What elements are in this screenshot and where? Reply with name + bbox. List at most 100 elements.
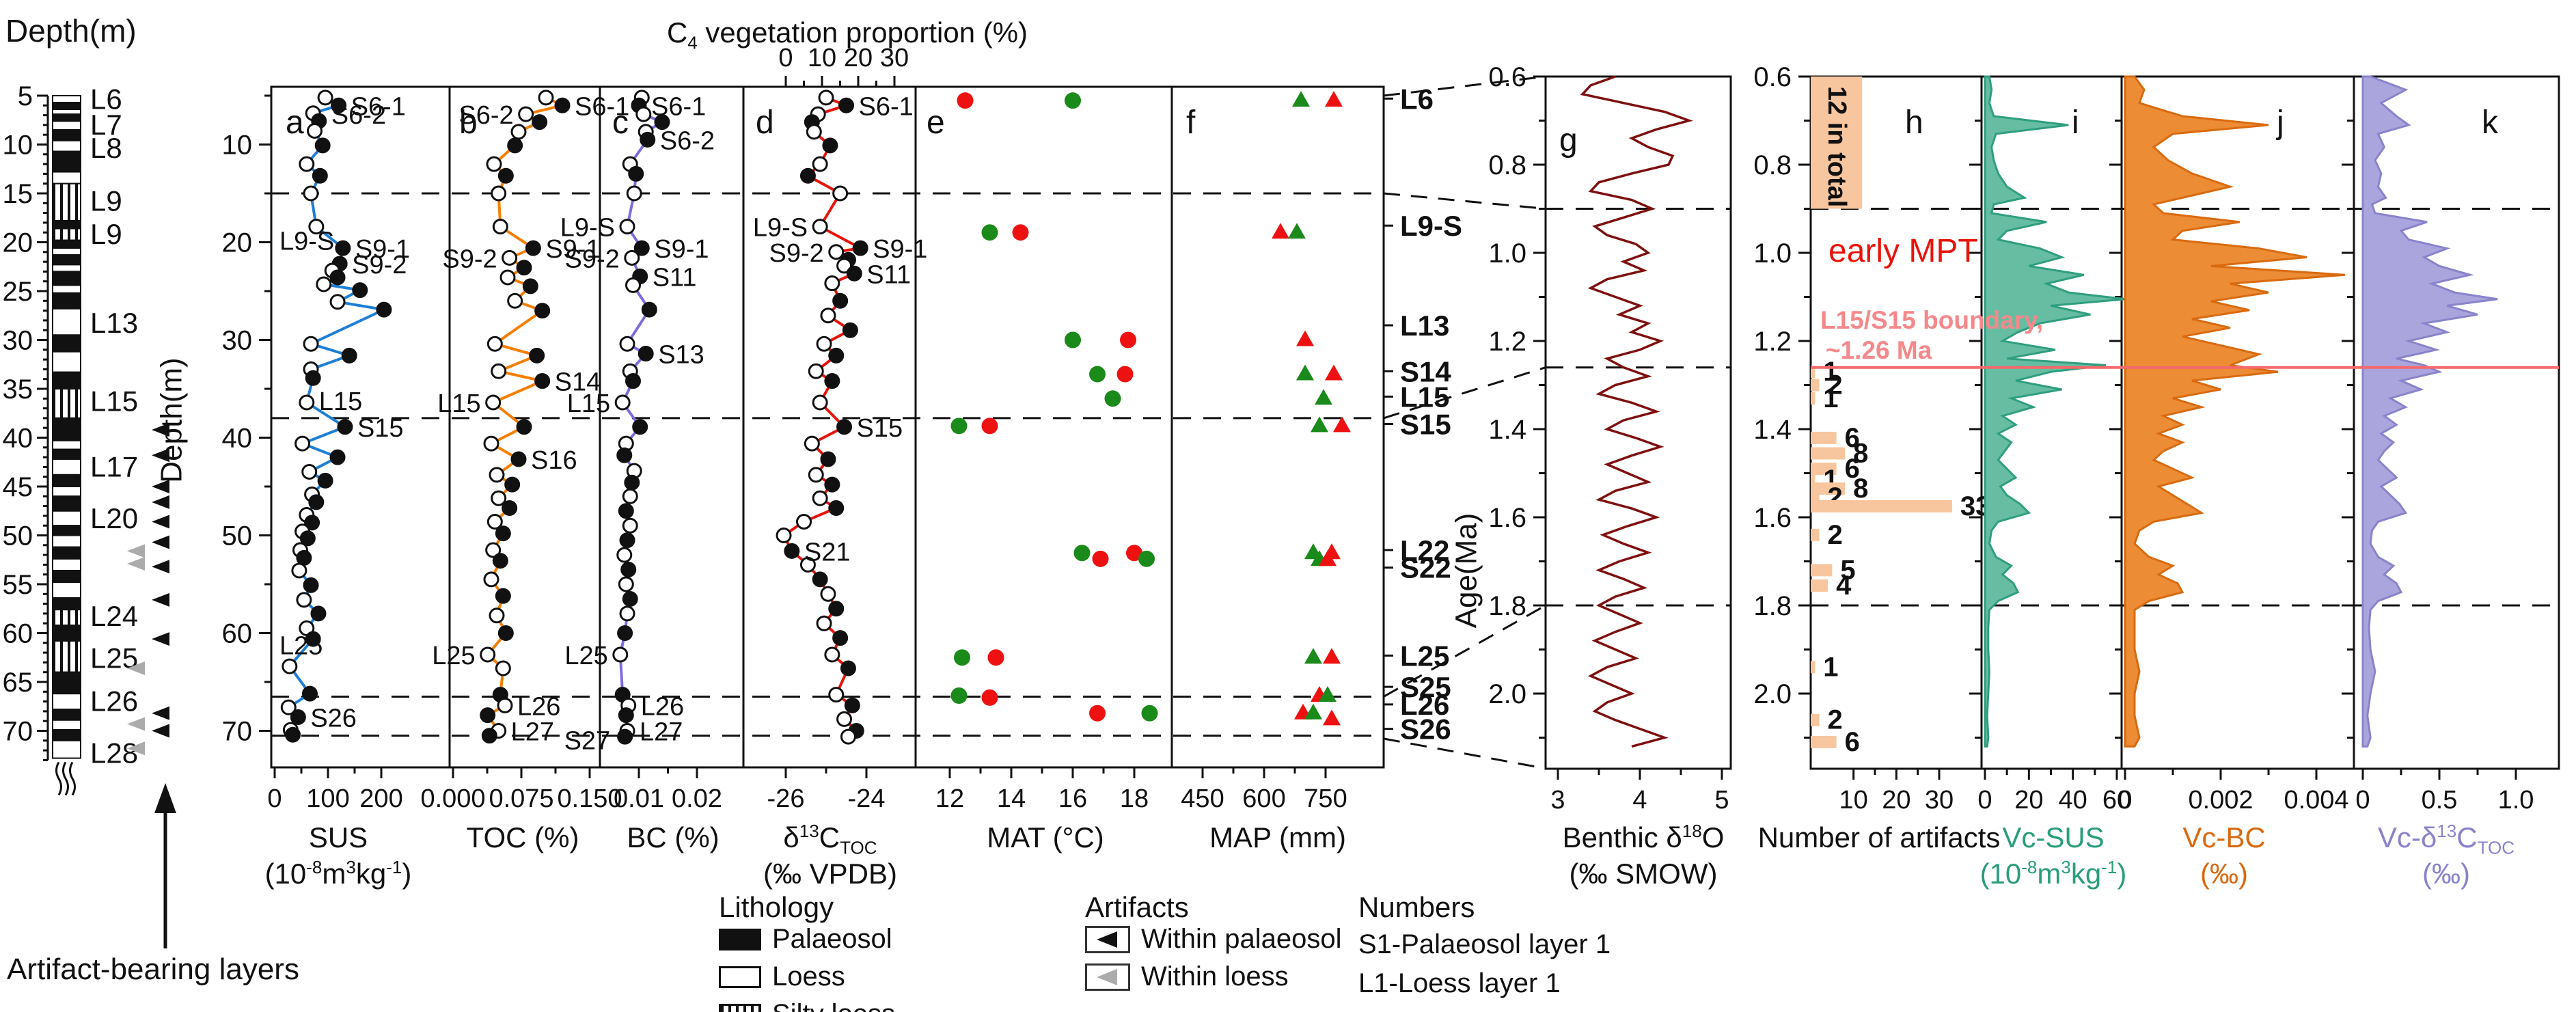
mat-point xyxy=(1012,224,1029,241)
b-marker xyxy=(495,660,511,676)
strat-layer xyxy=(52,525,81,536)
strat-layer xyxy=(52,640,81,673)
b-marker xyxy=(534,303,551,319)
c-marker xyxy=(635,106,652,122)
x-tick-label: 0.002 xyxy=(2188,786,2253,815)
b-marker xyxy=(497,697,513,713)
b-point-label: S9-1 xyxy=(545,235,600,264)
artifact-count-label: 1 xyxy=(1823,357,1838,387)
strat-layer xyxy=(52,271,81,286)
panel-letter-c: c xyxy=(612,105,629,141)
x-tick-label: 14 xyxy=(997,784,1026,813)
d-marker xyxy=(832,630,849,646)
d-marker xyxy=(840,660,856,676)
map-triangle xyxy=(1272,223,1289,239)
column-layer-label: L15 xyxy=(90,385,138,418)
strat-layer xyxy=(52,220,81,230)
strat-layer xyxy=(52,510,81,527)
column-depth-tick-label: 10 xyxy=(3,131,33,161)
d-point-label: S11 xyxy=(866,260,911,289)
c-point-label: L15 xyxy=(567,389,610,418)
legend-item-within-loess: Within loess xyxy=(1085,961,1342,992)
artifact-count-label: 8 xyxy=(1853,438,1868,468)
d-point-label: S15 xyxy=(857,414,903,443)
x-tick-label: 4 xyxy=(1632,786,1647,815)
d13c-axis-title: δ13CTOC (‰ VPDB) xyxy=(763,821,897,890)
b-point-label: S9-2 xyxy=(442,245,497,273)
total-artifacts-label: 12 in total xyxy=(1822,86,1851,208)
depth-tick-label: 50 xyxy=(222,521,253,551)
mat-point xyxy=(1120,331,1136,348)
mat-point xyxy=(950,418,968,435)
column-depth-tick-label: 15 xyxy=(3,179,33,209)
panel-letter-h: h xyxy=(1905,105,1923,141)
c-marker xyxy=(617,625,633,641)
d-marker xyxy=(840,728,856,745)
b-marker xyxy=(554,97,571,113)
d-marker xyxy=(816,615,832,631)
d-marker xyxy=(820,451,836,467)
column-layer-label: L28 xyxy=(90,737,138,769)
artifact-count-bar xyxy=(1811,735,1837,748)
a-marker xyxy=(301,685,318,702)
map-triangle xyxy=(1296,330,1314,346)
c-point-label: S13 xyxy=(658,341,704,370)
a-marker xyxy=(335,240,351,256)
strat-layer xyxy=(52,371,81,390)
x-tick-label: 12 xyxy=(935,784,964,813)
mat-point xyxy=(1138,550,1155,567)
mat-point xyxy=(981,689,998,706)
mat-axis-title: MAT (°C) xyxy=(987,821,1104,853)
b-marker xyxy=(485,394,502,411)
loess-swatch-icon xyxy=(719,966,761,988)
depth-tick-label: 70 xyxy=(222,717,253,747)
a-marker xyxy=(294,435,311,452)
age-tick-label: 1.8 xyxy=(1488,591,1526,621)
strat-layer xyxy=(52,495,81,512)
map-triangle xyxy=(1325,91,1343,107)
vc-i-area xyxy=(1984,75,2126,748)
panel-letter-f: f xyxy=(1186,105,1196,141)
mat-point xyxy=(1065,92,1081,109)
within-loess-triangle-icon xyxy=(1085,963,1130,991)
panel-letter-d: d xyxy=(756,105,774,141)
c-point-label: S27 xyxy=(564,726,611,755)
legend-lithology: Lithology Palaeosol Loess Silty loess xyxy=(719,891,895,1012)
a-marker xyxy=(299,156,315,172)
x-tick-label: 40 xyxy=(2059,786,2087,815)
x-tick-label: 0.5 xyxy=(2422,786,2458,815)
benthic-d18o-series xyxy=(1580,75,1693,748)
vc-sus-axis-title: Vc-SUS (10-8m3kg-1) xyxy=(1979,821,2127,890)
b-marker xyxy=(497,167,514,184)
correlation-connector xyxy=(1383,604,1546,698)
b-marker xyxy=(481,728,497,744)
b-marker xyxy=(487,336,503,352)
column-layer-label: L9 xyxy=(90,184,122,217)
c-marker xyxy=(633,240,650,256)
d-point-label: L9-S xyxy=(753,214,808,243)
artifact-count-label: 2 xyxy=(1828,370,1843,400)
legend-item-loess: Loess xyxy=(719,961,895,992)
map-triangle xyxy=(1319,686,1337,702)
x-tick-label: 30 xyxy=(1925,786,1954,815)
column-break-squiggle xyxy=(55,761,62,796)
within-palaeosol-triangle-icon xyxy=(1085,925,1130,953)
strat-layer xyxy=(52,439,81,450)
column-layer-label: L13 xyxy=(90,307,138,339)
d-point-label: S6-1 xyxy=(859,92,914,121)
map-triangle xyxy=(1292,91,1310,107)
artifact-triangle-palaeosol xyxy=(152,632,169,646)
depth-tick-label: 60 xyxy=(222,619,253,649)
b-marker xyxy=(525,240,541,256)
age-tick-label: 1.8 xyxy=(1753,591,1792,621)
a-marker xyxy=(376,301,392,318)
d-marker xyxy=(842,322,858,338)
d-marker xyxy=(822,137,838,154)
c-marker xyxy=(620,562,637,578)
a-point-label: S6-1 xyxy=(351,92,406,121)
mat-point xyxy=(981,224,998,241)
correlation-layer-label: S26 xyxy=(1400,713,1451,746)
artifact-triangle-palaeosol xyxy=(152,706,169,720)
panel-letter-j: j xyxy=(2277,105,2284,141)
x-tick-label: 450 xyxy=(1181,784,1224,813)
